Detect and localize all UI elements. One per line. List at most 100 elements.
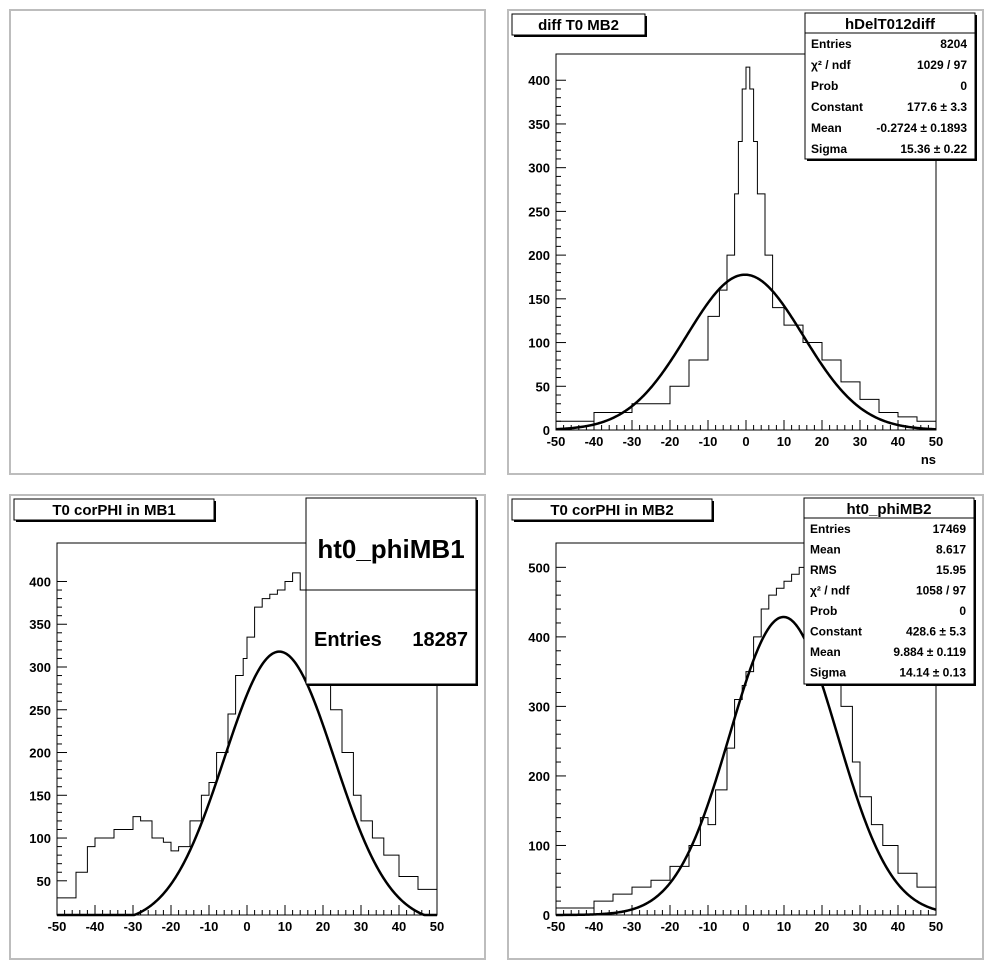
x-tick-label: -30: [124, 919, 143, 934]
stats-name-bottom_right: ht0_phiMB2: [846, 501, 931, 518]
stats-row-value: 428.6 ± 5.3: [906, 625, 966, 639]
x-tick-label: -40: [585, 434, 604, 449]
stats-row-value: 0: [959, 604, 966, 618]
title-box-bottom_right: [511, 498, 713, 521]
x-tick-label: -50: [547, 919, 566, 934]
x-axis-label: ns: [921, 452, 936, 467]
y-tick-label: 100: [528, 838, 550, 853]
stats-box-top_right: [804, 12, 976, 160]
x-tick-label: -10: [699, 434, 718, 449]
y-tick-label: 400: [528, 630, 550, 645]
y-tick-label: 0: [543, 423, 550, 438]
y-tick-label: 50: [536, 379, 550, 394]
stats-row-value: 8.617: [936, 543, 966, 557]
x-tick-label: -20: [661, 919, 680, 934]
stats-row-value: 177.6 ± 3.3: [907, 100, 967, 114]
x-tick-label: -40: [86, 919, 105, 934]
pad-top_left: [9, 9, 486, 475]
stats-row-label: Prob: [811, 79, 838, 93]
stats-row-value: 0: [960, 79, 967, 93]
stats-row-value: 15.95: [936, 563, 966, 577]
x-tick-label: 30: [354, 919, 368, 934]
stats-box-bottom_left: [305, 497, 477, 685]
x-tick-label: 50: [929, 919, 943, 934]
chart-top_right: -50 -40 -30 -20 -10 0 10 20 30 40 50 0 50 100 150 200 25…: [528, 53, 943, 467]
y-tick-label: 100: [29, 831, 51, 846]
y-tick-label: 400: [528, 73, 550, 88]
gaussian-fit-line: [57, 650, 437, 917]
stats-row-label: Mean: [810, 543, 841, 557]
stats-box-bottom_right: [803, 497, 975, 685]
x-tick-label: 10: [777, 919, 791, 934]
x-tick-label: 30: [853, 434, 867, 449]
stats-value-bottom_left: 18287: [412, 629, 468, 651]
stats-row-value: 1058 / 97: [916, 584, 966, 598]
x-tick-label: 0: [243, 919, 250, 934]
stats-row-label: Sigma: [810, 666, 846, 680]
y-tick-label: 150: [29, 788, 51, 803]
pad-title-bottom_left: T0 corPHI in MB1: [52, 502, 175, 519]
y-tick-label: 300: [528, 699, 550, 714]
y-tick-label: 300: [528, 161, 550, 176]
chart-bottom_left: -50 -40 -30 -20 -10 0 10 20 30 40 50 50 100 150 200 250…: [29, 542, 444, 934]
y-tick-label: 200: [528, 248, 550, 263]
stats-row-value: -0.2724 ± 0.1893: [876, 121, 967, 135]
y-tick-label: 50: [37, 874, 51, 889]
x-tick-label: 0: [742, 434, 749, 449]
title-box-top_right: [511, 13, 646, 36]
x-tick-label: -10: [699, 919, 718, 934]
stats-row-label: RMS: [810, 563, 837, 577]
stats-name-bottom_left: ht0_phiMB1: [317, 534, 464, 564]
stats-row-label: Entries: [811, 37, 852, 51]
x-tick-label: 40: [891, 919, 905, 934]
y-tick-label: 400: [29, 574, 51, 589]
y-tick-label: 250: [528, 204, 550, 219]
x-tick-label: 10: [777, 434, 791, 449]
x-tick-label: 50: [430, 919, 444, 934]
stats-row-label: Constant: [811, 100, 863, 114]
x-tick-label: -30: [623, 919, 642, 934]
stats-row-label: Mean: [811, 121, 842, 135]
x-tick-label: 10: [278, 919, 292, 934]
x-tick-label: 40: [891, 434, 905, 449]
x-tick-label: 20: [316, 919, 330, 934]
stats-row-value: 15.36 ± 0.22: [900, 142, 967, 156]
stats-row-value: 1029 / 97: [917, 58, 967, 72]
x-tick-label: -20: [162, 919, 181, 934]
y-tick-label: 350: [528, 117, 550, 132]
stats-row-value: 14.14 ± 0.13: [899, 666, 966, 680]
histogram-series: [57, 572, 438, 899]
stats-row-value: 17469: [933, 522, 967, 536]
x-tick-label: 50: [929, 434, 943, 449]
stats-row-value: 8204: [940, 37, 967, 51]
stats-row-label: Constant: [810, 625, 862, 639]
pad-title-top_right: diff T0 MB2: [538, 17, 619, 34]
y-tick-label: 200: [528, 769, 550, 784]
stats-row-label: χ² / ndf: [811, 58, 852, 72]
gaussian-fit-line: [555, 273, 937, 431]
x-tick-label: 30: [853, 919, 867, 934]
x-tick-label: -50: [48, 919, 67, 934]
y-tick-label: 150: [528, 292, 550, 307]
stats-label-bottom_left: Entries: [314, 629, 382, 651]
y-tick-label: 0: [543, 908, 550, 923]
stats-row-label: χ² / ndf: [810, 584, 851, 598]
x-tick-label: -20: [661, 434, 680, 449]
title-box-bottom_left: [13, 498, 215, 521]
x-tick-label: -40: [585, 919, 604, 934]
x-tick-label: 20: [815, 434, 829, 449]
y-tick-label: 500: [528, 560, 550, 575]
y-tick-label: 350: [29, 617, 51, 632]
x-tick-label: -30: [623, 434, 642, 449]
stats-row-label: Mean: [810, 645, 841, 659]
stats-row-label: Prob: [810, 604, 837, 618]
stats-row-label: Sigma: [811, 142, 847, 156]
stats-row-label: Entries: [810, 522, 851, 536]
y-tick-label: 250: [29, 703, 51, 718]
x-tick-label: 20: [815, 919, 829, 934]
x-tick-label: 0: [742, 919, 749, 934]
histogram-series: [556, 66, 937, 426]
x-tick-label: -50: [547, 434, 566, 449]
